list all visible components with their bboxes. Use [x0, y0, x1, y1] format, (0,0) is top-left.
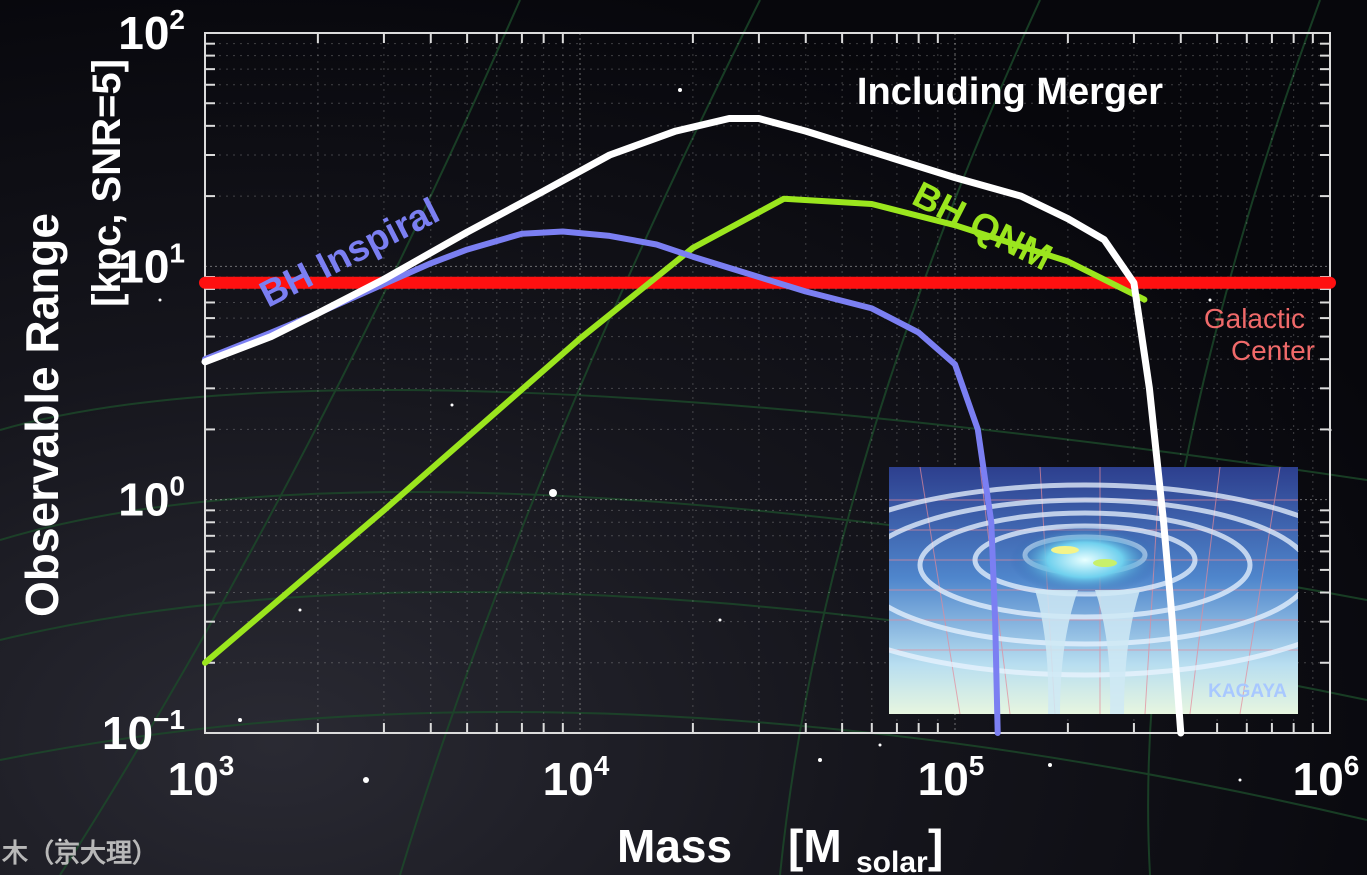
- inset-glow: [1010, 525, 1160, 595]
- tick-labels: 103 104 105 106 10−1 100 101 102: [102, 4, 1359, 805]
- y-tick-label: 102: [118, 4, 185, 59]
- x-tick-label: 104: [543, 750, 610, 805]
- y-axis-title: Observable Range: [16, 213, 68, 617]
- label-galactic: Galactic: [1204, 303, 1305, 334]
- inset-black-hole-b: [1093, 559, 1117, 567]
- x-axis-unit-sub: solar: [856, 846, 928, 875]
- inset-funnel-right: [1095, 590, 1140, 714]
- inset-credit: KAGAYA: [1208, 681, 1287, 702]
- x-tick-label: 105: [918, 750, 985, 805]
- y-axis-unit: [kpc, SNR=5]: [85, 59, 129, 307]
- y-axis-unit-label: [kpc, SNR=5]: [85, 59, 129, 307]
- x-tick-label: 103: [168, 750, 235, 805]
- minor-ticks: [205, 33, 1330, 733]
- label-center: Center: [1231, 335, 1315, 366]
- label-including-merger: Including Merger: [857, 71, 1163, 113]
- data-series: [199, 115, 1336, 737]
- y-axis-label: Observable Range: [16, 213, 68, 617]
- inset-black-hole-a: [1051, 546, 1079, 554]
- inset-funnel-left: [1035, 590, 1078, 714]
- y-tick-label: 100: [118, 471, 185, 526]
- series-bh-qnm-line: [202, 195, 1148, 666]
- series-including-merger-line: [201, 115, 1185, 737]
- x-axis-unit-close: ]: [928, 820, 943, 872]
- y-tick-label: 10−1: [102, 704, 185, 759]
- y-tick-label: 101: [118, 237, 185, 292]
- star-field: [58, 88, 1332, 842]
- x-tick-label: 106: [1293, 750, 1360, 805]
- series-bh-inspiral-line: [202, 228, 1001, 736]
- x-axis-label: Mass: [617, 820, 732, 872]
- x-axis-unit-open: [M: [788, 820, 842, 872]
- black-hole-merger-illustration: KAGAYA: [889, 467, 1298, 714]
- plot-frame: [204, 32, 1331, 734]
- author-credit: 木（京大理）: [1, 838, 158, 868]
- x-axis-title: Mass [M solar ]: [617, 820, 943, 875]
